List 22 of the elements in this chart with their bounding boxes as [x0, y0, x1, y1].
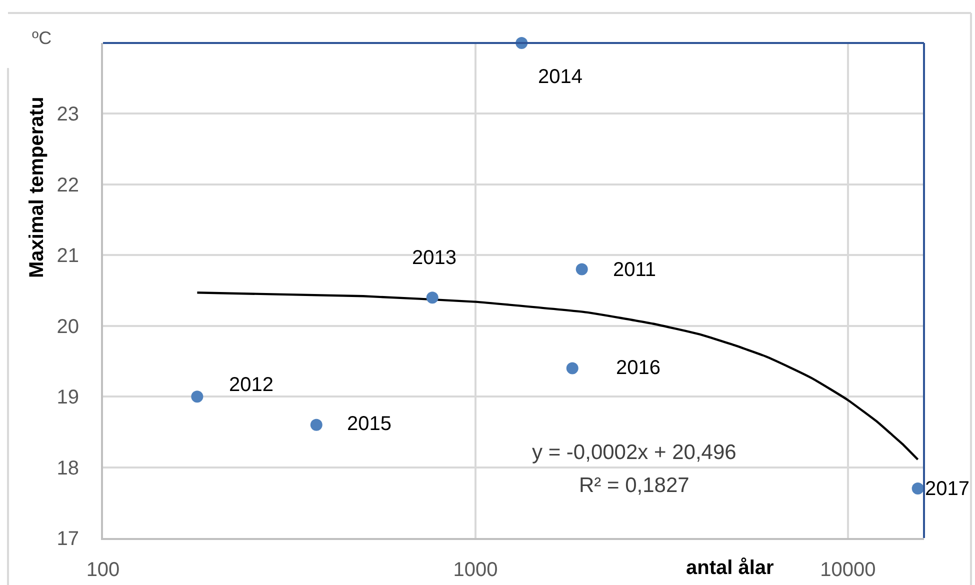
y-tick-label: 22	[56, 174, 79, 196]
y-tick-label: 19	[56, 386, 79, 409]
y-tick-label: 20	[56, 316, 79, 338]
annotation: 2011	[613, 259, 656, 281]
annotation: 2017	[925, 478, 970, 500]
y-tick-label: 17	[56, 528, 79, 550]
text: ºC	[32, 28, 52, 48]
annotation: 2014	[538, 66, 582, 88]
annotation: y = -0,0002x + 20,496	[532, 441, 736, 464]
x-tick-label: 10000	[820, 559, 876, 581]
annotation: 2015	[347, 413, 392, 435]
y-tick-label: 21	[56, 245, 79, 268]
y-axis-title: Maximal temperatu	[26, 96, 48, 278]
annotation: 2013	[412, 247, 456, 269]
annotation: 2012	[229, 374, 274, 396]
x-tick-label: 100	[86, 559, 120, 581]
annotation: R² = 0,1827	[579, 474, 690, 497]
x-axis-title: antal ålar	[686, 557, 774, 579]
y-tick-label: 23	[56, 104, 79, 126]
annotation: 2016	[616, 357, 660, 379]
y-tick-label: 18	[56, 457, 79, 480]
x-tick-label: 1000	[453, 559, 498, 581]
